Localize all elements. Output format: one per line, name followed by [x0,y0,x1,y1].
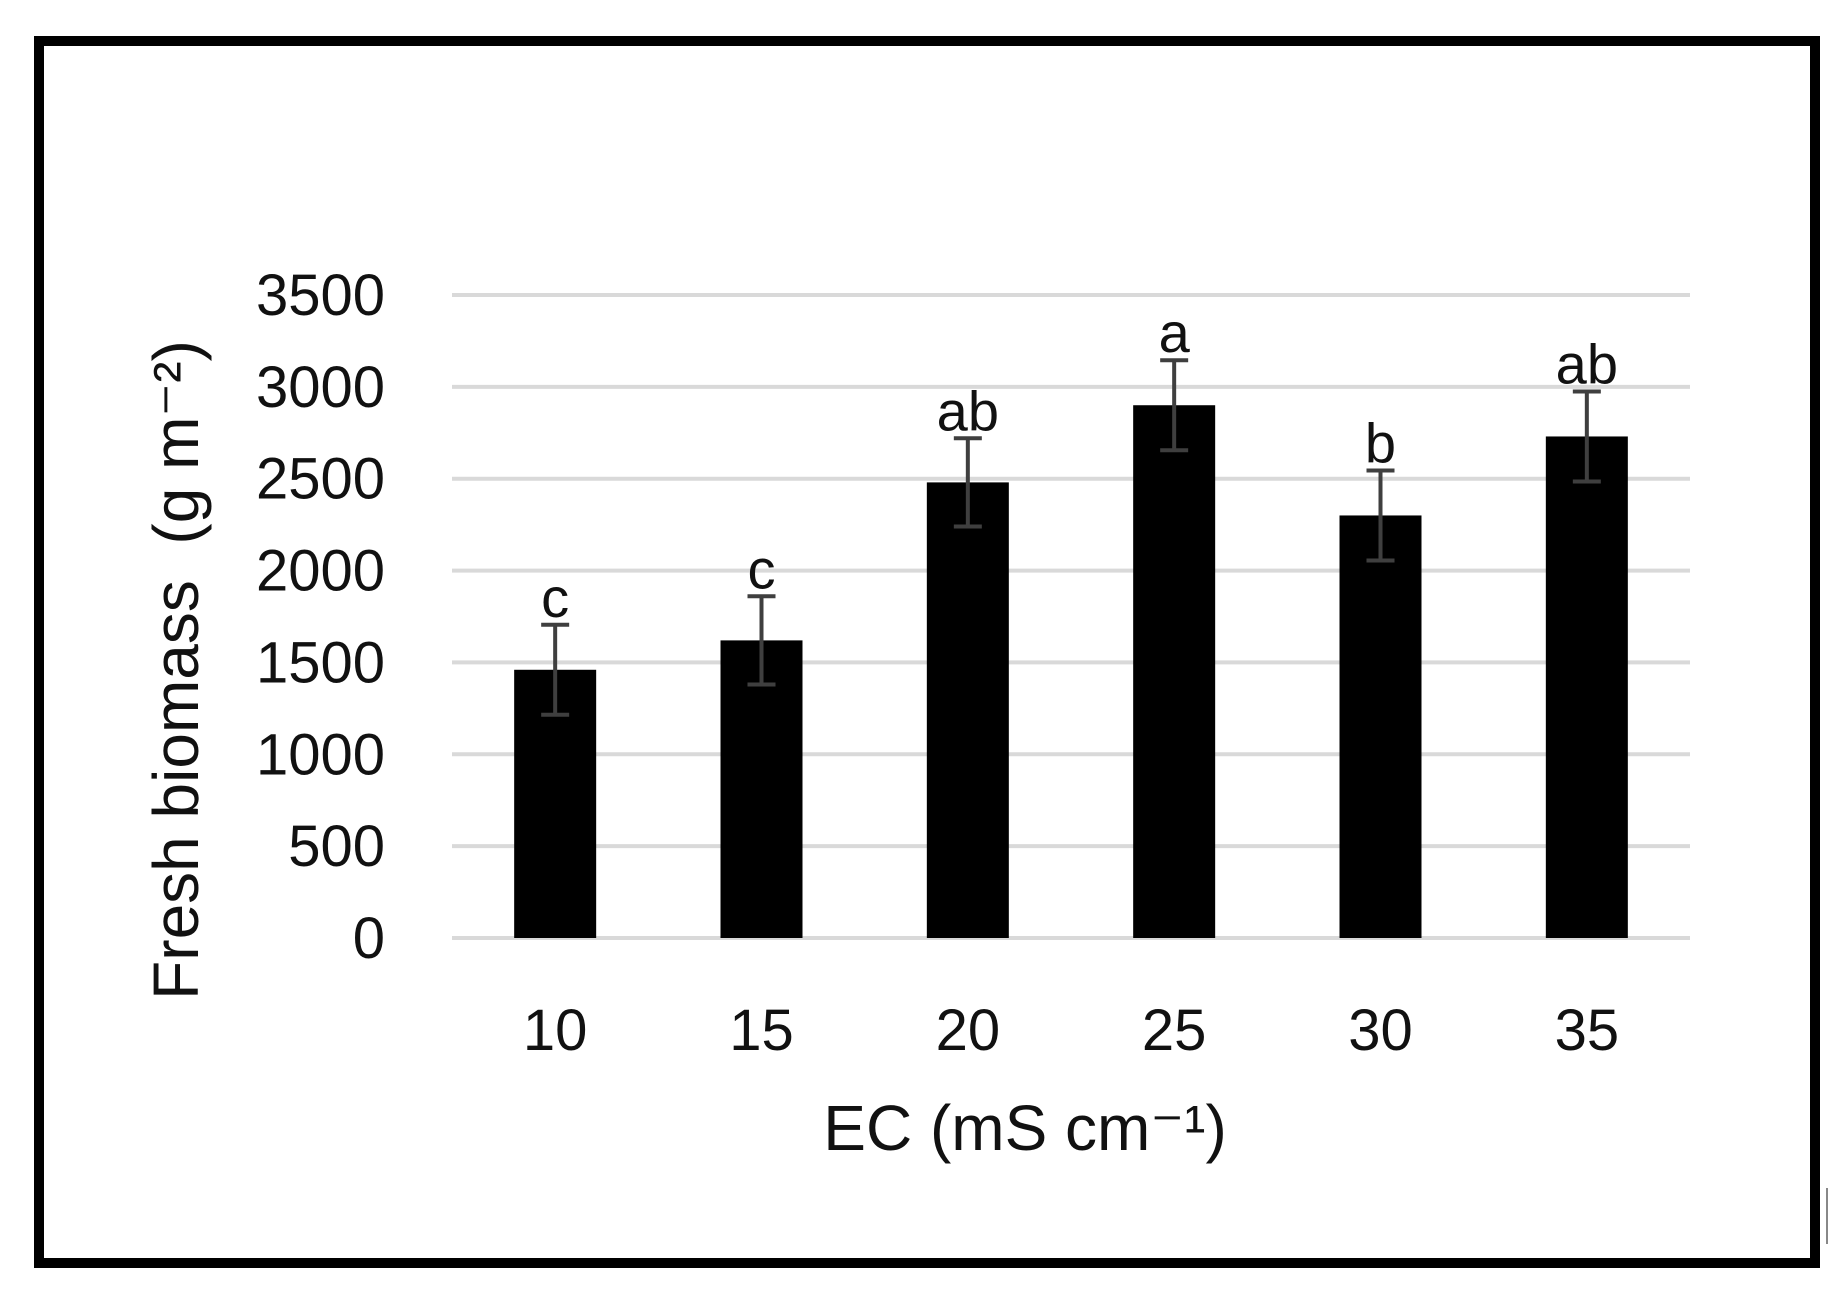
significance-letter: c [541,566,569,629]
y-tick-label: 3500 [256,263,385,328]
x-axis-title: EC (mS cm⁻¹) [823,1092,1227,1164]
significance-letter: a [1159,301,1191,364]
x-tick-label: 35 [1555,998,1620,1063]
x-tick-label: 10 [523,998,588,1063]
y-tick-label: 500 [288,814,385,879]
bar [1545,436,1628,938]
x-tick-label: 15 [729,998,794,1063]
error-bar [953,436,982,529]
x-tick-label: 25 [1142,998,1207,1063]
x-tick-labels: 10 15 20 25 30 35 [523,998,1619,1063]
bar [1133,405,1216,938]
bars [514,405,1628,938]
y-tick-label: 1500 [256,630,385,695]
edge-mark [1826,1188,1828,1244]
gridlines [452,293,1690,940]
error-bar [1160,358,1189,453]
bar [1339,515,1422,938]
error-bar [1572,389,1601,484]
significance-letter: ab [1556,332,1618,395]
error-bar [541,622,570,717]
bar [926,482,1009,938]
y-tick-labels: 0 500 1000 1500 2000 2500 3000 3500 [256,263,385,971]
x-tick-label: 20 [936,998,1001,1063]
y-tick-label: 2000 [256,539,385,604]
y-tick-label: 1000 [256,722,385,787]
bar [720,640,803,938]
significance-letter: b [1365,411,1396,474]
error-bar [1366,468,1395,563]
error-bar [747,594,776,687]
error-bars [541,358,1601,717]
y-tick-label: 2500 [256,447,385,512]
y-tick-label: 3000 [256,355,385,420]
y-axis-title: Fresh biomass (g m⁻²) [140,340,212,1000]
significance-letter: ab [937,379,999,442]
y-tick-label: 0 [353,906,385,971]
significance-letter: c [748,537,776,600]
x-tick-label: 30 [1348,998,1413,1063]
